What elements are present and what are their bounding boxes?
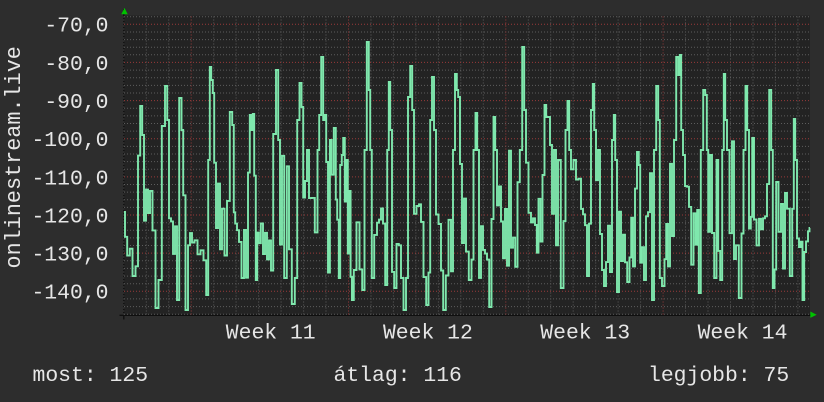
svg-text:most: 125: most: 125 — [33, 364, 149, 388]
svg-text:Week 12: Week 12 — [383, 321, 473, 345]
svg-text:-140,0: -140,0 — [31, 282, 108, 306]
svg-text:-90,0: -90,0 — [44, 91, 108, 115]
svg-text:-130,0: -130,0 — [31, 244, 108, 268]
svg-text:-120,0: -120,0 — [31, 205, 108, 229]
svg-text:Week 11: Week 11 — [226, 321, 316, 345]
svg-text:-80,0: -80,0 — [44, 53, 108, 77]
svg-text:-110,0: -110,0 — [31, 167, 108, 191]
svg-text:onlinestream.live: onlinestream.live — [2, 46, 27, 268]
svg-text:-100,0: -100,0 — [31, 129, 108, 153]
svg-text:-70,0: -70,0 — [44, 15, 108, 39]
svg-text:Week 14: Week 14 — [698, 321, 788, 345]
svg-text:Week 13: Week 13 — [540, 321, 630, 345]
svg-text:átlag: 116: átlag: 116 — [334, 364, 462, 388]
svg-text:legjobb: 75: legjobb: 75 — [648, 364, 789, 388]
